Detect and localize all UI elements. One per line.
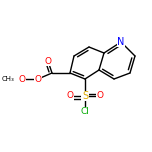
Text: S: S (82, 91, 88, 101)
Text: O: O (67, 92, 74, 100)
Text: O: O (35, 74, 41, 83)
Text: O: O (19, 74, 26, 83)
Text: Cl: Cl (81, 107, 89, 116)
Text: N: N (117, 37, 125, 47)
Text: O: O (97, 92, 104, 100)
Text: O: O (45, 57, 52, 66)
Text: CH₃: CH₃ (1, 76, 14, 82)
